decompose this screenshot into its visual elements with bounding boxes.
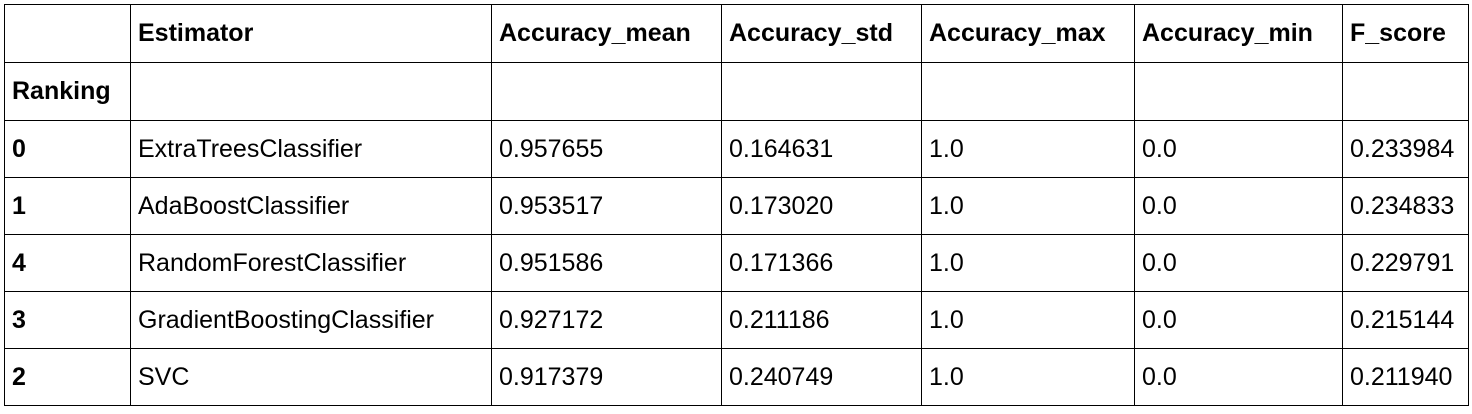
f-score-cell: 0.211940 <box>1342 348 1469 406</box>
empty-cell <box>1134 62 1343 121</box>
f-score-cell: 0.215144 <box>1342 291 1469 349</box>
f-score-cell: 0.229791 <box>1342 234 1469 292</box>
accuracy-std-cell: 0.211186 <box>721 291 922 349</box>
accuracy-min-cell: 0.0 <box>1134 120 1343 178</box>
accuracy-mean-cell: 0.953517 <box>491 177 722 235</box>
accuracy-max-cell: 1.0 <box>921 120 1135 178</box>
accuracy-max-cell: 1.0 <box>921 291 1135 349</box>
accuracy-max-cell: 1.0 <box>921 177 1135 235</box>
column-header: Accuracy_min <box>1134 4 1343 63</box>
row-index: 0 <box>4 120 131 178</box>
index-name-row: Ranking <box>4 62 1469 121</box>
f-score-cell: 0.234833 <box>1342 177 1469 235</box>
table-row: 1 AdaBoostClassifier 0.953517 0.173020 1… <box>4 177 1469 235</box>
estimator-cell: ExtraTreesClassifier <box>130 120 492 178</box>
accuracy-std-cell: 0.173020 <box>721 177 922 235</box>
estimator-cell: RandomForestClassifier <box>130 234 492 292</box>
column-header: Accuracy_std <box>721 4 922 63</box>
accuracy-mean-cell: 0.927172 <box>491 291 722 349</box>
column-header-row: Estimator Accuracy_mean Accuracy_std Acc… <box>4 4 1469 63</box>
accuracy-min-cell: 0.0 <box>1134 348 1343 406</box>
accuracy-mean-cell: 0.957655 <box>491 120 722 178</box>
row-index: 1 <box>4 177 131 235</box>
empty-cell <box>130 62 492 121</box>
accuracy-min-cell: 0.0 <box>1134 291 1343 349</box>
table-row: 2 SVC 0.917379 0.240749 1.0 0.0 0.211940 <box>4 348 1469 406</box>
estimator-cell: AdaBoostClassifier <box>130 177 492 235</box>
f-score-cell: 0.233984 <box>1342 120 1469 178</box>
table-row: 4 RandomForestClassifier 0.951586 0.1713… <box>4 234 1469 292</box>
accuracy-mean-cell: 0.951586 <box>491 234 722 292</box>
row-index: 2 <box>4 348 131 406</box>
estimator-cell: SVC <box>130 348 492 406</box>
row-index: 3 <box>4 291 131 349</box>
empty-cell <box>921 62 1135 121</box>
accuracy-min-cell: 0.0 <box>1134 234 1343 292</box>
row-index: 4 <box>4 234 131 292</box>
estimator-cell: GradientBoostingClassifier <box>130 291 492 349</box>
accuracy-std-cell: 0.164631 <box>721 120 922 178</box>
accuracy-std-cell: 0.171366 <box>721 234 922 292</box>
accuracy-max-cell: 1.0 <box>921 234 1135 292</box>
table-row: 0 ExtraTreesClassifier 0.957655 0.164631… <box>4 120 1469 178</box>
empty-cell <box>1342 62 1469 121</box>
accuracy-std-cell: 0.240749 <box>721 348 922 406</box>
table-row: 3 GradientBoostingClassifier 0.927172 0.… <box>4 291 1469 349</box>
accuracy-min-cell: 0.0 <box>1134 177 1343 235</box>
column-header: Accuracy_max <box>921 4 1135 63</box>
empty-cell <box>491 62 722 121</box>
accuracy-max-cell: 1.0 <box>921 348 1135 406</box>
column-header: Estimator <box>130 4 492 63</box>
accuracy-mean-cell: 0.917379 <box>491 348 722 406</box>
results-table: Estimator Accuracy_mean Accuracy_std Acc… <box>4 4 1469 406</box>
corner-cell <box>4 4 131 63</box>
index-name-header: Ranking <box>4 62 131 121</box>
column-header: F_score <box>1342 4 1469 63</box>
empty-cell <box>721 62 922 121</box>
column-header: Accuracy_mean <box>491 4 722 63</box>
